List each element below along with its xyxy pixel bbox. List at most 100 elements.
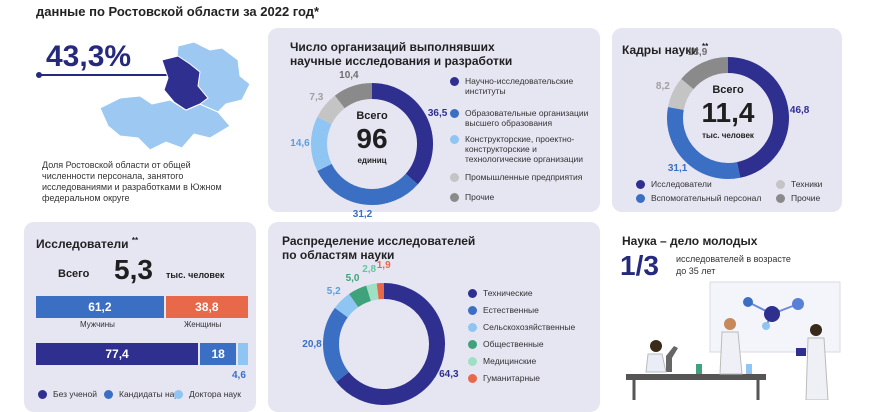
lab-table [626, 374, 766, 380]
scientist-2-body [720, 332, 742, 374]
legend-swatch [450, 135, 459, 144]
fields-title-line1: Распределение исследователей [282, 234, 475, 248]
legend-swatch [468, 289, 477, 298]
doctors-value-label: 4,6 [232, 370, 246, 381]
legend-label: Доктора наук [189, 389, 241, 399]
orgs-center-value: 96 [340, 123, 404, 155]
legend-item: Промышленные предприятия [450, 172, 600, 182]
legend-label: Научно-исследовательские институты [465, 76, 600, 96]
legend-label: Прочие [465, 192, 494, 202]
legend-swatch [636, 180, 645, 189]
donut-value-label: 5,0 [341, 273, 365, 284]
donut-value-label: 8,2 [651, 81, 675, 92]
legend-swatch [776, 180, 785, 189]
bar-segment: 61,2 [36, 296, 164, 318]
scientist-2-head [724, 318, 736, 330]
orgs-title-line2: научные исследования и разработки [290, 54, 512, 68]
donut-value-label: 64,3 [437, 369, 461, 380]
legend-label: Промышленные предприятия [465, 172, 582, 182]
page-title: данные по Ростовской области за 2022 год… [36, 4, 319, 19]
staff-center-value: 11,4 [690, 97, 766, 129]
legend-label: Гуманитарные [483, 373, 540, 383]
donut-value-label: 20,8 [300, 339, 324, 350]
microscope [666, 346, 678, 372]
donut-value-label: 31,2 [351, 209, 375, 220]
percent-underline-dot [36, 72, 42, 78]
legend-swatch [450, 109, 459, 118]
legend-item: Вспомогательный персонал [636, 193, 761, 203]
scientist-1-body [646, 354, 666, 372]
legend-item: Конструкторские, проектно-конструкторски… [450, 134, 600, 164]
scientist-3-tablet [796, 348, 806, 356]
donut-segment [369, 291, 378, 293]
donut-value-label: 7,3 [304, 92, 328, 103]
molecule-atom-1 [743, 297, 753, 307]
scientist-3-body [806, 338, 828, 400]
legend-swatch [174, 390, 183, 399]
fields-title: Распределение исследователей по областям… [282, 234, 475, 262]
legend-label: Исследователи [651, 179, 712, 189]
legend-item: Научно-исследовательские институты [450, 76, 600, 96]
legend-item: Медицинские [468, 356, 598, 366]
legend-label: Сельскохозяйственные [483, 322, 575, 332]
donut-value-label: 36,5 [426, 108, 450, 119]
legend-label: Кандидаты наук [119, 389, 182, 399]
legend-swatch [450, 173, 459, 182]
researchers-total-value: 5,3 [114, 254, 153, 286]
legend-swatch [450, 193, 459, 202]
bar-segment: 38,8 [166, 296, 248, 318]
researchers-title: Исследователи ** [36, 234, 138, 251]
legend-label: Общественные [483, 339, 544, 349]
scientist-3-head [810, 324, 822, 336]
legend-label: Техники [791, 179, 822, 189]
legend-item: Без ученой [38, 389, 97, 399]
donut-segment [676, 84, 687, 108]
legend-label: Образовательные организации высшего обра… [465, 108, 600, 128]
donut-value-label: 1,9 [372, 260, 396, 271]
staff-center-top: Всего [696, 84, 760, 96]
legend-item: Сельскохозяйственные [468, 322, 598, 332]
female-label: Женщины [184, 320, 221, 329]
legend-item: Прочие [450, 192, 600, 202]
donut-segment [354, 293, 369, 300]
orgs-title: Число организаций выполнявших научные ис… [290, 40, 512, 68]
legend-label: Прочие [791, 193, 820, 203]
legend-label: Технические [483, 288, 533, 298]
orgs-title-line1: Число организаций выполнявших [290, 40, 512, 54]
legend-swatch [776, 194, 785, 203]
legend-swatch [104, 390, 113, 399]
region-map [90, 38, 260, 158]
region-caption: Доля Ростовской области от общей численн… [42, 160, 242, 204]
legend-swatch [468, 306, 477, 315]
flask-2 [746, 364, 752, 374]
researchers-title-text: Исследователи [36, 237, 129, 251]
legend-swatch [468, 374, 477, 383]
young-text-line1: исследователей в возрасте [676, 254, 791, 264]
legend-label: Без ученой [53, 389, 97, 399]
legend-item: Общественные [468, 339, 598, 349]
legend-item: Естественные [468, 305, 598, 315]
staff-center-unit: тыс. человек [690, 131, 766, 140]
legend-item: Технические [468, 288, 598, 298]
donut-value-label: 13,9 [686, 47, 710, 58]
donut-segment [687, 65, 728, 84]
donut-segment [324, 167, 411, 197]
donut-value-label: 14,6 [288, 138, 312, 149]
legend-item: Образовательные организации высшего обра… [450, 108, 600, 128]
legend-swatch [38, 390, 47, 399]
donut-segment [331, 313, 343, 377]
legend-swatch [450, 77, 459, 86]
researchers-title-sup: ** [132, 236, 138, 245]
molecule-atom-3 [792, 298, 804, 310]
researchers-total-unit: тыс. человек [166, 270, 224, 280]
donut-value-label: 5,2 [322, 286, 346, 297]
donut-value-label: 46,8 [788, 105, 812, 116]
molecule-atom-4 [762, 322, 770, 330]
fields-donut-chart [322, 282, 446, 406]
bar-segment: 18 [200, 343, 236, 365]
legend-swatch [636, 194, 645, 203]
molecule-atom-2 [764, 306, 780, 322]
legend-label: Естественные [483, 305, 539, 315]
orgs-center-unit: единиц [340, 156, 404, 165]
legend-item: Исследователи [636, 179, 712, 189]
